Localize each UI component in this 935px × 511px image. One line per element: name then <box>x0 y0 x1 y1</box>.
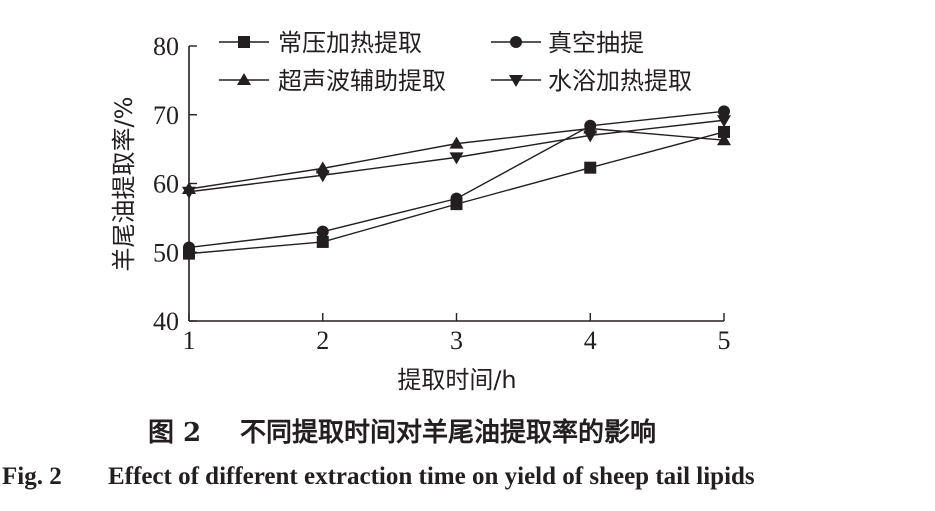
x-axis-title: 提取时间/h <box>397 366 516 394</box>
y-tick-label: 80 <box>153 32 179 61</box>
legend-label: 超声波辅助提取 <box>278 67 446 95</box>
y-tick-label: 60 <box>153 170 179 199</box>
x-tick-label: 4 <box>584 326 597 355</box>
series-group <box>183 105 730 254</box>
axes: 40 50 60 70 80 1 2 3 4 5 <box>153 32 731 355</box>
legend-label: 水浴加热提取 <box>548 67 692 95</box>
data-point <box>718 105 730 118</box>
data-point <box>449 136 464 149</box>
y-axis-title: 羊尾油提取率/% <box>110 97 138 272</box>
x-tick-label: 2 <box>316 326 329 355</box>
x-tick-label: 3 <box>450 326 463 355</box>
y-tick-label: 70 <box>153 101 179 130</box>
data-point <box>316 225 329 238</box>
data-point <box>450 192 463 205</box>
legend-label: 常压加热提取 <box>278 29 422 57</box>
legend-label: 真空抽提 <box>548 29 644 57</box>
x-tick-label: 1 <box>183 326 196 355</box>
legend-marker <box>238 36 250 48</box>
data-point <box>583 130 598 143</box>
data-point <box>718 125 730 138</box>
caption-cn-title: 不同提取时间对羊尾油提取率的影响 <box>240 417 656 448</box>
data-point <box>717 115 731 128</box>
data-point <box>316 235 329 248</box>
caption-en-label: Fig. 2 <box>2 463 62 490</box>
caption-cn-label: 图 2 <box>148 418 201 448</box>
legend-entry: 超声波辅助提取 <box>219 67 446 95</box>
data-point <box>449 152 464 165</box>
legend-marker <box>237 73 251 85</box>
legend-entry: 常压加热提取 <box>219 29 422 57</box>
legend-marker <box>510 36 522 48</box>
series-layer <box>182 105 731 260</box>
y-tick-label: 50 <box>153 238 179 267</box>
data-point <box>182 186 196 199</box>
y-tick-label: 40 <box>153 307 179 336</box>
series-group <box>182 115 731 199</box>
data-point <box>315 170 330 183</box>
data-point <box>717 133 731 146</box>
series-line <box>188 110 725 249</box>
legend-entry: 真空抽提 <box>491 29 644 57</box>
legend-marker <box>509 75 523 87</box>
caption-en-title: Effect of different extraction time on y… <box>108 463 755 490</box>
data-point <box>584 161 597 174</box>
legend-entry: 水浴加热提取 <box>491 67 692 95</box>
data-point <box>183 241 195 254</box>
x-tick-label: 5 <box>718 326 731 355</box>
